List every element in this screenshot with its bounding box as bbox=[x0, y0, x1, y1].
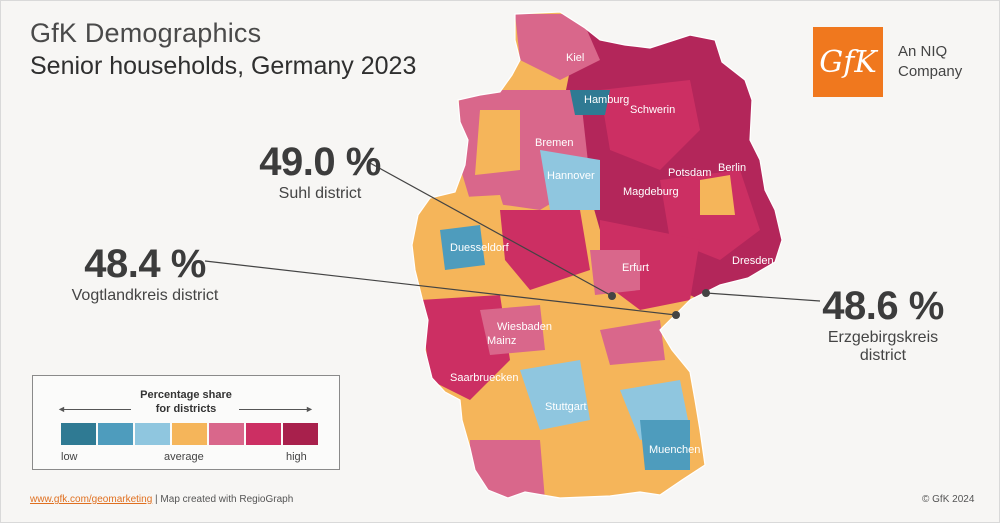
leader-dot-erzgebirge bbox=[702, 289, 710, 297]
leader-line-vogtland bbox=[204, 260, 677, 316]
copyright: © GfK 2024 bbox=[922, 494, 975, 505]
callout-suhl: 49.0 % Suhl district bbox=[245, 140, 395, 203]
logo-tagline-line2: Company bbox=[898, 63, 963, 80]
callout-label: Erzgebirgskreis bbox=[827, 329, 939, 346]
page-subtitle: Senior households, Germany 2023 bbox=[30, 52, 417, 80]
legend-swatch bbox=[209, 423, 244, 445]
legend-swatch bbox=[283, 423, 318, 445]
city-label: Duesseldorf bbox=[450, 242, 510, 254]
logo-mark: GfK bbox=[819, 44, 877, 80]
leader-line-suhl bbox=[369, 162, 613, 297]
city-label: Potsdam bbox=[668, 167, 711, 179]
legend-arrow-right bbox=[239, 409, 309, 410]
city-label: Hannover bbox=[547, 170, 595, 182]
city-label: Mainz bbox=[487, 335, 516, 347]
callout-value: 49.0 % bbox=[259, 140, 381, 184]
legend-swatch bbox=[135, 423, 170, 445]
city-label: Bremen bbox=[535, 137, 574, 149]
city-label: Magdeburg bbox=[623, 186, 679, 198]
legend-swatch bbox=[172, 423, 207, 445]
leader-dot-suhl bbox=[608, 292, 616, 300]
region-fill bbox=[700, 175, 735, 215]
callout-value: 48.6 % bbox=[822, 284, 944, 328]
legend-average: average bbox=[164, 451, 204, 463]
region-fill bbox=[475, 110, 520, 175]
region-fill bbox=[440, 225, 485, 270]
region-fill bbox=[515, 14, 600, 80]
city-label: Hamburg bbox=[584, 94, 629, 106]
legend-arrow-left bbox=[61, 409, 131, 410]
arrow-left-icon: ◄ bbox=[57, 404, 66, 414]
city-label: Saarbruecken bbox=[450, 372, 519, 384]
callout-label: district bbox=[859, 347, 907, 364]
gfk-logo: GfK bbox=[813, 27, 883, 97]
city-label: Schwerin bbox=[630, 104, 675, 116]
legend-swatches bbox=[61, 423, 320, 445]
footer-credits: www.gfk.com/geomarketing | Map created w… bbox=[30, 494, 293, 505]
city-label: Stuttgart bbox=[545, 401, 587, 413]
city-label: Dresden bbox=[732, 255, 774, 267]
region-fill bbox=[520, 360, 590, 430]
callout-value: 48.4 % bbox=[84, 242, 206, 286]
legend-title: Percentage share for districts bbox=[33, 388, 339, 416]
leader-dot-vogtland bbox=[672, 311, 680, 319]
arrow-right-icon: ► bbox=[305, 404, 314, 414]
city-label: Muenchen bbox=[649, 444, 700, 456]
region-fill bbox=[590, 250, 640, 295]
region-fill bbox=[570, 90, 610, 115]
city-label: Kiel bbox=[566, 52, 584, 64]
legend-swatch bbox=[246, 423, 281, 445]
region-fill bbox=[480, 305, 545, 355]
page-title: GfK Demographics bbox=[30, 18, 262, 48]
city-label: Wiesbaden bbox=[497, 321, 552, 333]
legend-swatch bbox=[61, 423, 96, 445]
logo-tagline-line1: An NIQ bbox=[898, 43, 948, 60]
region-fill bbox=[500, 210, 590, 290]
callout-erzgebirge: 48.6 % Erzgebirgskreis district bbox=[808, 284, 958, 365]
legend-high: high bbox=[286, 451, 307, 463]
legend-title-line2: for districts bbox=[155, 403, 217, 415]
region-fill bbox=[540, 150, 600, 210]
region-fill bbox=[550, 430, 600, 470]
city-labels: Kiel Hamburg Schwerin Bremen Berlin Pots… bbox=[450, 52, 774, 456]
callout-leaders bbox=[204, 162, 821, 319]
city-label: Erfurt bbox=[622, 262, 649, 274]
map-legend: Percentage share for districts ◄ ► low a… bbox=[32, 375, 340, 470]
callout-label: Vogtlandkreis district bbox=[71, 287, 219, 304]
callout-vogtland: 48.4 % Vogtlandkreis district bbox=[50, 242, 240, 305]
city-label: Berlin bbox=[718, 162, 746, 174]
callout-label: Suhl district bbox=[278, 185, 362, 202]
legend-low: low bbox=[61, 451, 78, 463]
legend-swatch bbox=[98, 423, 133, 445]
footer-text: | Map created with RegioGraph bbox=[152, 494, 294, 505]
legend-title-line1: Percentage share bbox=[140, 389, 232, 401]
region-fill bbox=[600, 80, 700, 170]
logo-tagline: An NIQ Company bbox=[898, 42, 988, 82]
leader-line-erzgebirge bbox=[705, 292, 821, 302]
region-fill bbox=[600, 320, 665, 365]
region-fill bbox=[640, 420, 690, 470]
geomarketing-link[interactable]: www.gfk.com/geomarketing bbox=[30, 494, 153, 505]
region-fill bbox=[470, 440, 545, 498]
